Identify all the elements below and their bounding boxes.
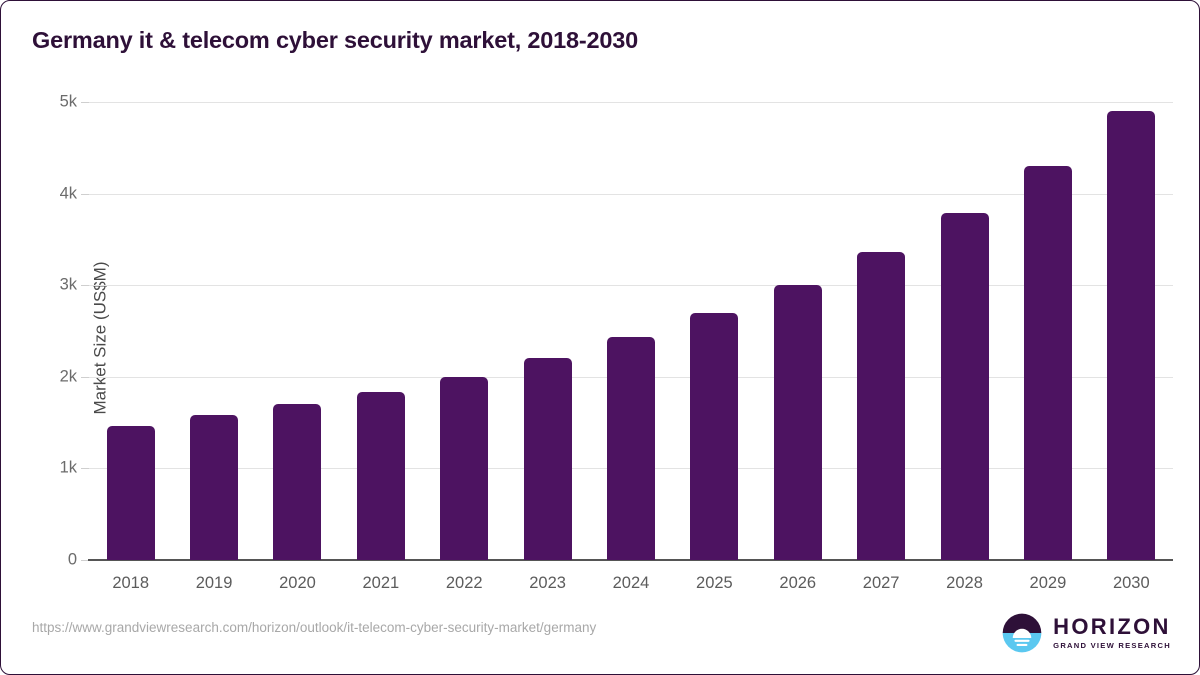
source-url[interactable]: https://www.grandviewresearch.com/horizo…	[32, 620, 597, 635]
x-tick-label: 2020	[279, 574, 316, 592]
gridline	[89, 193, 1173, 195]
logo-wordmark: HORIZON GRAND VIEW RESEARCH	[1053, 616, 1171, 650]
bar[interactable]	[523, 358, 572, 560]
logo-tagline: GRAND VIEW RESEARCH	[1053, 641, 1171, 651]
x-tick-label: 2025	[696, 574, 733, 592]
x-axis-line	[88, 559, 1173, 561]
x-tick-label: 2028	[946, 574, 983, 592]
y-tick-label: 2k	[59, 367, 77, 386]
bar[interactable]	[690, 312, 739, 560]
bar[interactable]	[857, 252, 906, 560]
bar[interactable]	[356, 392, 405, 560]
gridline	[89, 102, 1173, 103]
x-tick-label: 2024	[612, 574, 650, 592]
y-tick-mark	[81, 102, 89, 103]
bar-column[interactable]	[1023, 102, 1072, 560]
bar-column[interactable]	[857, 102, 906, 560]
y-tick-mark	[81, 560, 89, 561]
y-tick-label: 0	[67, 550, 77, 569]
bar-series	[89, 102, 1173, 560]
bar[interactable]	[190, 415, 239, 560]
logo-name: HORIZON	[1053, 614, 1171, 640]
page-title: Germany it & telecom cyber security mark…	[32, 27, 638, 53]
y-tick-label: 3k	[59, 275, 77, 294]
bar-column[interactable]	[690, 102, 739, 560]
horizon-sunrise-icon	[1002, 613, 1042, 653]
y-tick-mark	[81, 376, 89, 378]
y-tick-label: 4k	[59, 184, 77, 203]
bar-column[interactable]	[440, 102, 489, 560]
bar-column[interactable]	[273, 102, 322, 560]
y-tick-mark	[81, 285, 89, 287]
x-tick-label: 2029	[1029, 574, 1067, 592]
gridline	[89, 285, 1173, 287]
bar-column[interactable]	[523, 102, 572, 560]
bar[interactable]	[106, 426, 155, 560]
bar-column[interactable]	[356, 102, 405, 560]
plot-area: 0 1k 2k 3k 4k 5k 2018 2019 2020 2021 2022 2023 2024…	[60, 93, 1173, 592]
y-tick-label: 1k	[59, 458, 77, 477]
bar[interactable]	[1023, 166, 1072, 560]
bar-column[interactable]	[190, 102, 239, 560]
x-tick-label: 2022	[445, 574, 483, 592]
x-tick-label: 2027	[862, 574, 900, 592]
bar-column[interactable]	[773, 102, 822, 560]
x-tick-label: 2019	[195, 574, 233, 592]
bar[interactable]	[1107, 111, 1156, 560]
y-tick-mark	[81, 468, 89, 470]
bar[interactable]	[607, 337, 655, 560]
bar-column[interactable]	[940, 102, 989, 560]
x-tick-label: 2030	[1112, 574, 1150, 592]
x-tick-label: 2026	[779, 574, 817, 592]
bar[interactable]	[773, 285, 822, 560]
bar[interactable]	[273, 404, 322, 560]
y-tick-label: 5k	[59, 92, 77, 111]
x-tick-label: 2018	[112, 574, 150, 592]
bar[interactable]	[440, 376, 489, 560]
bar[interactable]	[940, 212, 989, 560]
x-tick-label: 2023	[529, 574, 566, 592]
horizon-logo: HORIZON GRAND VIEW RESEARCH	[1001, 612, 1171, 654]
bar-column[interactable]	[1107, 102, 1156, 560]
chart-footer: https://www.grandviewresearch.com/horizo…	[1, 606, 1199, 674]
x-tick-label: 2021	[362, 574, 400, 592]
bar-column[interactable]	[106, 102, 155, 560]
bar-column[interactable]	[607, 102, 655, 560]
y-tick-mark	[81, 193, 89, 195]
